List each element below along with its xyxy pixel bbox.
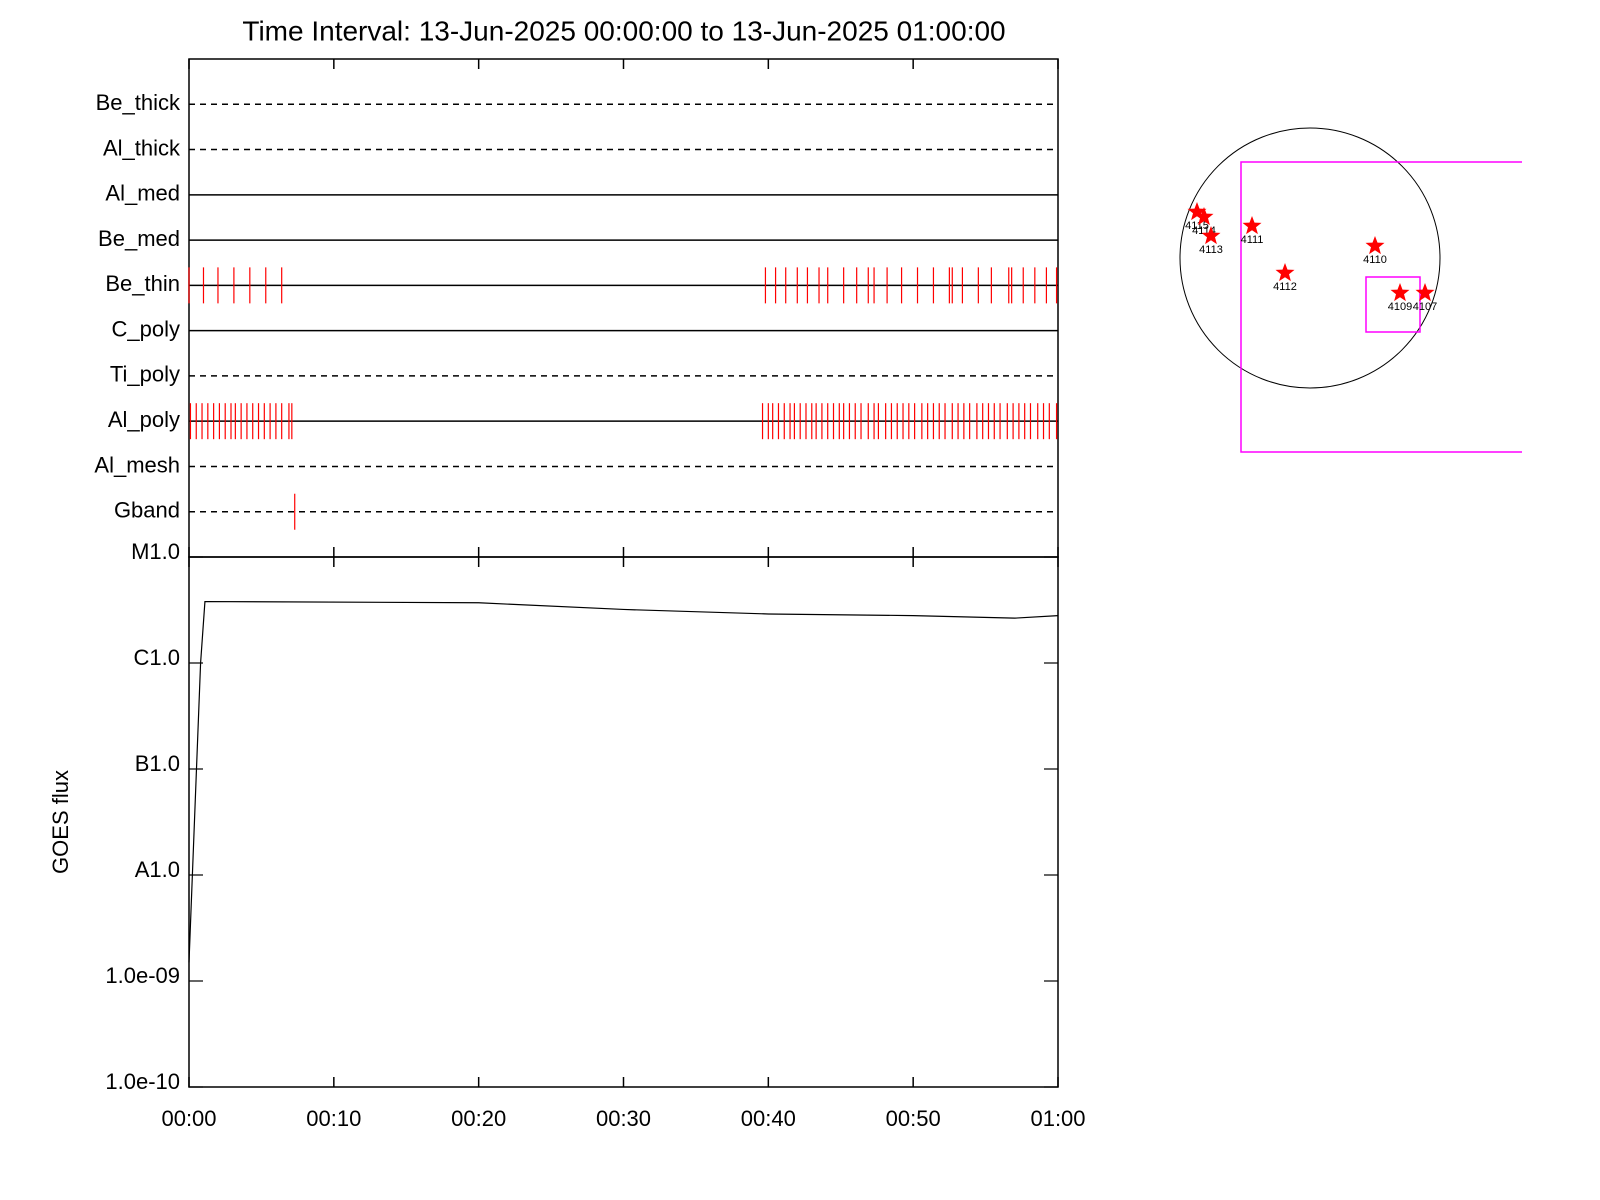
region-label: 4107 bbox=[1413, 301, 1437, 313]
region-star bbox=[1201, 226, 1221, 245]
region-label: 4113 bbox=[1199, 244, 1223, 256]
row-label: Al_thick bbox=[103, 135, 181, 160]
region-star bbox=[1242, 216, 1262, 235]
region-label: 4111 bbox=[1241, 234, 1264, 246]
panel-frame bbox=[188, 58, 1059, 558]
y-tick-label: 1.0e-10 bbox=[105, 1069, 180, 1094]
row-label: Ti_poly bbox=[110, 362, 180, 387]
region-label: 4110 bbox=[1363, 254, 1387, 266]
x-tick-label: 00:00 bbox=[161, 1106, 216, 1131]
x-tick-label: 00:10 bbox=[306, 1106, 361, 1131]
row-label: C_poly bbox=[112, 316, 180, 341]
fov-box bbox=[1365, 276, 1421, 333]
x-tick-label: 01:00 bbox=[1030, 1106, 1085, 1131]
x-tick-label: 00:40 bbox=[741, 1106, 796, 1131]
goes-line bbox=[188, 600, 1059, 963]
row-label: Be_med bbox=[98, 226, 180, 251]
row-label: Be_thin bbox=[105, 271, 180, 296]
fov-box bbox=[1240, 161, 1522, 453]
row-label: Gband bbox=[114, 498, 180, 523]
row-label: Al_med bbox=[105, 181, 180, 206]
x-tick-label: 00:20 bbox=[451, 1106, 506, 1131]
y-tick-label: 1.0e-09 bbox=[105, 963, 180, 988]
region-star bbox=[1187, 202, 1207, 221]
region-star bbox=[1390, 283, 1410, 302]
row-label: Al_mesh bbox=[94, 452, 180, 477]
solar-map bbox=[1179, 127, 1522, 453]
chart-title: Time Interval: 13-Jun-2025 00:00:00 to 1… bbox=[242, 15, 1005, 46]
y-axis-label: GOES flux bbox=[48, 770, 73, 874]
row-label: Al_poly bbox=[108, 407, 180, 432]
solar-disk bbox=[1179, 127, 1441, 389]
region-star bbox=[1275, 263, 1295, 282]
y-tick-label: M1.0 bbox=[131, 539, 180, 564]
row-label: Be_thick bbox=[96, 90, 181, 115]
region-label: 4115 bbox=[1185, 220, 1209, 232]
y-tick-label: B1.0 bbox=[135, 751, 180, 776]
y-tick-label: C1.0 bbox=[134, 645, 180, 670]
panel-frame bbox=[188, 556, 1059, 1088]
y-tick-label: A1.0 bbox=[135, 857, 180, 882]
region-star bbox=[1194, 207, 1214, 226]
x-tick-label: 00:50 bbox=[886, 1106, 941, 1131]
x-tick-label: 00:30 bbox=[596, 1106, 651, 1131]
region-label: 4112 bbox=[1273, 281, 1297, 293]
region-star bbox=[1365, 236, 1385, 255]
region-label: 4109 bbox=[1388, 301, 1412, 313]
region-star bbox=[1415, 283, 1435, 302]
